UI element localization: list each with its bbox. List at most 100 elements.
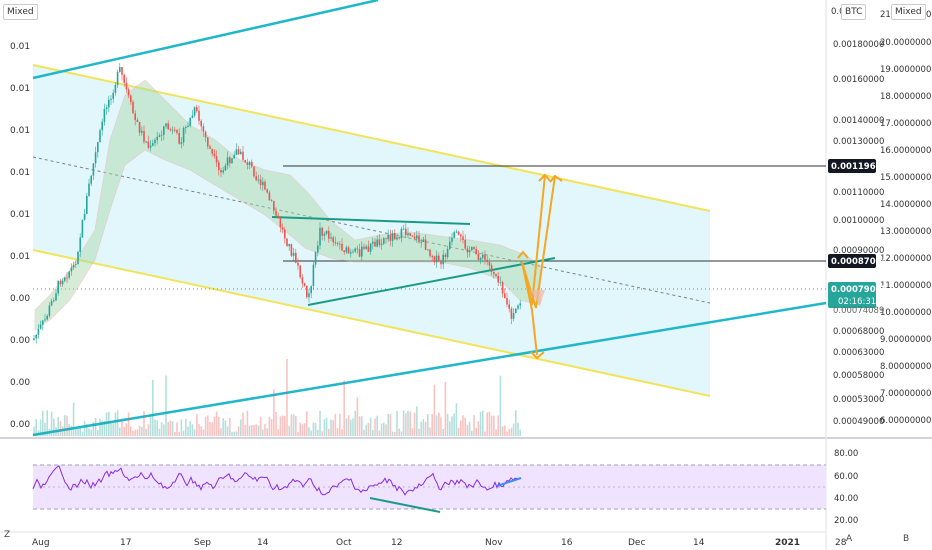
candle-body (220, 170, 222, 173)
volume-bar (270, 419, 273, 436)
volume-bar (266, 428, 268, 436)
volume-bar (484, 431, 486, 436)
zoom-reset-button[interactable]: Z (4, 530, 11, 540)
rsi-axis-tick: 80.00 (834, 449, 858, 459)
candle-body (418, 235, 420, 243)
volume-bar (158, 428, 161, 436)
lower-trend-line[interactable] (32, 301, 827, 437)
volume-bar (167, 421, 169, 436)
triangle-bottom-line[interactable] (307, 257, 556, 306)
volume-bar (497, 415, 499, 436)
candle-body (70, 267, 73, 272)
time-axis-label: Sep (194, 538, 211, 548)
right-axis-mixed-badge[interactable]: Mixed (891, 4, 926, 20)
volume-bar (224, 420, 227, 436)
right-btc-axis[interactable]: 0.0 0.00180000 0.00160000 0.00140000 0.0… (831, 7, 884, 427)
volume-bar (108, 411, 110, 436)
channel-lower-line[interactable] (32, 249, 711, 397)
volume-bar (246, 410, 249, 436)
scale-axis-tick: 6.00000000 (880, 416, 931, 426)
candle-body (486, 259, 488, 263)
rsi-divergence-line[interactable] (369, 497, 441, 513)
candle-body (75, 264, 77, 265)
volume-bar (196, 414, 198, 436)
volume-bar (160, 422, 163, 436)
volume-bar (90, 429, 92, 436)
triangle-top-line[interactable] (271, 216, 471, 225)
candle-body (242, 151, 244, 160)
candle-body (92, 163, 95, 176)
volume-bar (185, 418, 187, 436)
candle-body (372, 241, 374, 244)
volume-bar (369, 417, 372, 436)
volume-bar (506, 431, 508, 436)
upper-trend-line[interactable] (32, 0, 379, 80)
candle-body (339, 243, 341, 245)
rsi-line[interactable] (32, 465, 522, 496)
candle-body (255, 176, 257, 181)
volume-bar (303, 423, 306, 436)
candle-body (286, 238, 288, 247)
volume-bar (83, 421, 86, 436)
candle-body (435, 255, 438, 263)
rsi-axis-tick: 40.00 (834, 494, 858, 504)
auto-scale-button[interactable]: A (846, 534, 853, 544)
channel-median-line[interactable] (32, 156, 711, 304)
btc-axis-tick: 0.00130000 (833, 137, 884, 147)
candle-body (204, 131, 207, 138)
volume-bar (356, 397, 359, 436)
volume-bar (365, 424, 367, 436)
channel-upper-line[interactable] (32, 64, 711, 212)
volume-bar (433, 384, 436, 436)
candle-body (396, 237, 398, 240)
left-axis-tick: 0.01 (10, 126, 30, 136)
price-candles (33, 63, 521, 344)
candle-body (123, 74, 125, 83)
candle-body (121, 67, 123, 75)
candle-body (504, 293, 506, 298)
rsi-axis[interactable]: 80.00 60.00 40.00 20.00 (834, 449, 858, 526)
projection-shadow (530, 290, 545, 306)
volume-bar (418, 428, 420, 436)
volume-bar (191, 424, 194, 436)
projection-arrows (517, 173, 563, 360)
volume-bar (147, 424, 150, 436)
candle-body (451, 237, 453, 242)
left-price-axis[interactable]: 0.01 0.01 0.01 0.01 0.01 0.01 0.00 0.00 … (10, 42, 30, 430)
candle-body (433, 256, 436, 263)
candle-body (127, 89, 130, 96)
btc-axis-tick: 0.00063000 (833, 348, 884, 358)
btc-symbol-badge[interactable]: BTC (841, 4, 867, 20)
candle-body (209, 146, 211, 149)
volume-bar (336, 428, 339, 436)
candle-body (440, 260, 442, 265)
candle-body (174, 129, 176, 131)
left-axis-mixed-badge[interactable]: Mixed (3, 4, 38, 20)
time-axis[interactable]: Aug 17 Sep 14 Oct 12 Nov 16 Dec 14 2021 … (32, 538, 847, 548)
volume-bar (156, 420, 158, 436)
candle-body (354, 248, 356, 252)
scale-mode-button[interactable]: B (903, 534, 910, 544)
candle-body (490, 265, 493, 272)
volume-bar (325, 417, 328, 436)
right-scale-axis[interactable]: 21.0000000 20.0000000 19.0000000 18.0000… (880, 10, 931, 426)
candle-body (462, 236, 464, 241)
volume-bar (123, 426, 125, 436)
candle-body (116, 71, 119, 86)
volume-bar (240, 419, 242, 436)
regression-channel-fill (33, 65, 710, 396)
candle-body (361, 246, 363, 257)
candle-body (152, 143, 154, 146)
last-price-value: 0.00079095 (831, 285, 888, 295)
candle-body (134, 113, 136, 120)
time-axis-label: Dec (628, 538, 645, 548)
volume-bar (99, 418, 101, 436)
candle-body (292, 252, 295, 256)
rsi-trend-line[interactable] (496, 477, 522, 487)
volume-bar (53, 418, 55, 436)
volume-bar (279, 416, 282, 436)
volume-bar (64, 415, 66, 436)
volume-bar (92, 422, 95, 436)
candle-body (365, 246, 367, 249)
